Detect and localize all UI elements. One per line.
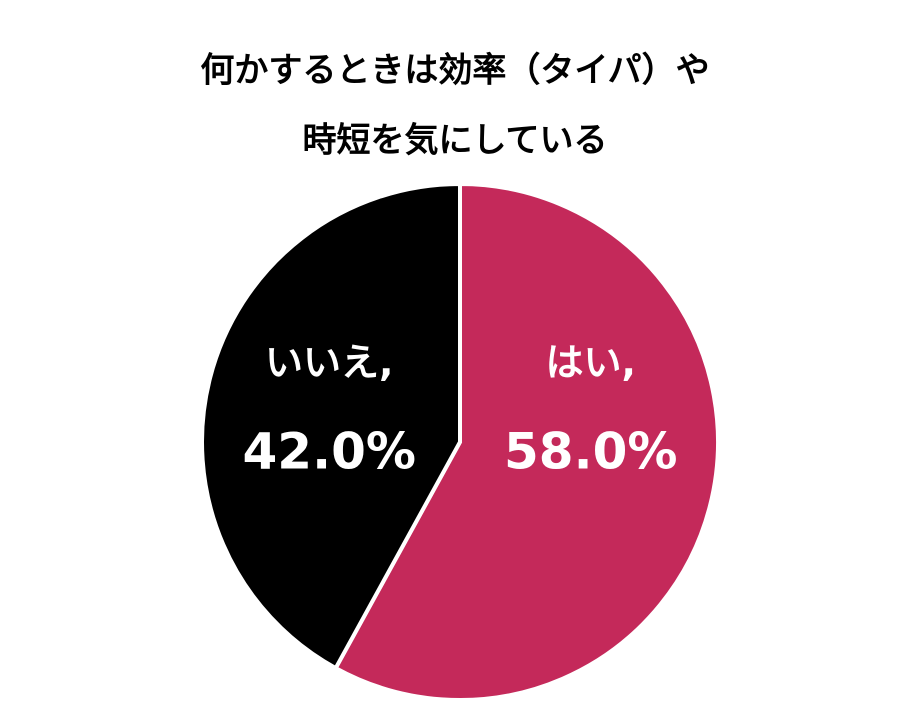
value-label: 42.0% [243, 423, 416, 481]
chart-title: 何かするときは効率（タイパ）や [200, 51, 709, 91]
pie-slice [332, 181, 720, 702]
chart-title: 時短を気にしている [303, 121, 608, 161]
value-label: 58.0% [504, 423, 677, 481]
category-label: はい, [546, 341, 636, 385]
pie-slice [200, 181, 462, 671]
category-label: いいえ, [265, 341, 393, 385]
